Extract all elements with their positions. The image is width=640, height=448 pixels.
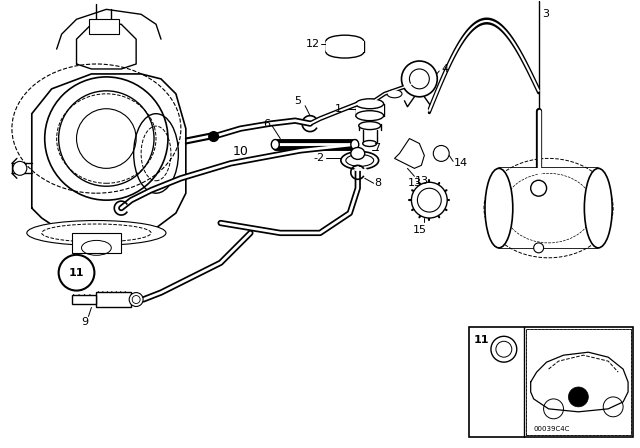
Circle shape: [568, 387, 588, 407]
Text: 10: 10: [232, 146, 248, 159]
Text: 13: 13: [408, 178, 421, 188]
Circle shape: [13, 161, 27, 175]
Ellipse shape: [359, 122, 381, 129]
Bar: [469, 327, 633, 437]
Ellipse shape: [351, 139, 359, 150]
Text: 12: 12: [306, 39, 320, 49]
Text: 8: 8: [374, 178, 382, 188]
Text: 1: 1: [335, 104, 342, 114]
Ellipse shape: [271, 139, 279, 150]
Circle shape: [412, 182, 447, 218]
Text: 14: 14: [454, 159, 468, 168]
Text: 9: 9: [81, 318, 88, 327]
Ellipse shape: [584, 168, 612, 248]
Ellipse shape: [387, 90, 402, 98]
Bar: [499, 168, 598, 248]
Ellipse shape: [356, 99, 383, 109]
Circle shape: [433, 146, 449, 161]
Text: -2: -2: [314, 153, 325, 164]
Ellipse shape: [27, 220, 166, 246]
Ellipse shape: [356, 111, 383, 121]
Text: 4: 4: [441, 64, 449, 74]
Ellipse shape: [351, 147, 365, 159]
Circle shape: [491, 336, 516, 362]
Text: 3: 3: [543, 9, 550, 19]
Circle shape: [534, 243, 543, 253]
Bar: [72, 233, 121, 253]
Circle shape: [531, 180, 547, 196]
Text: 15: 15: [412, 225, 426, 235]
Circle shape: [209, 132, 219, 142]
Bar: [72, 294, 97, 305]
Text: 13: 13: [415, 177, 428, 186]
Bar: [525, 329, 631, 435]
Ellipse shape: [326, 35, 364, 47]
Text: 7: 7: [372, 143, 380, 154]
Ellipse shape: [326, 46, 364, 58]
Bar: [356, 104, 383, 116]
Text: 11: 11: [474, 335, 490, 345]
Bar: [525, 329, 631, 435]
Circle shape: [59, 255, 95, 291]
Bar: [326, 41, 364, 52]
Ellipse shape: [485, 168, 513, 248]
Text: 11: 11: [68, 268, 84, 278]
Ellipse shape: [363, 141, 377, 146]
Bar: [90, 19, 119, 34]
Circle shape: [401, 61, 437, 97]
Ellipse shape: [341, 151, 379, 169]
Polygon shape: [394, 138, 424, 168]
Bar: [97, 292, 131, 307]
Circle shape: [129, 293, 143, 306]
Text: 6: 6: [263, 119, 270, 129]
Text: 00039C4C: 00039C4C: [533, 426, 570, 432]
Text: 5: 5: [294, 96, 301, 106]
